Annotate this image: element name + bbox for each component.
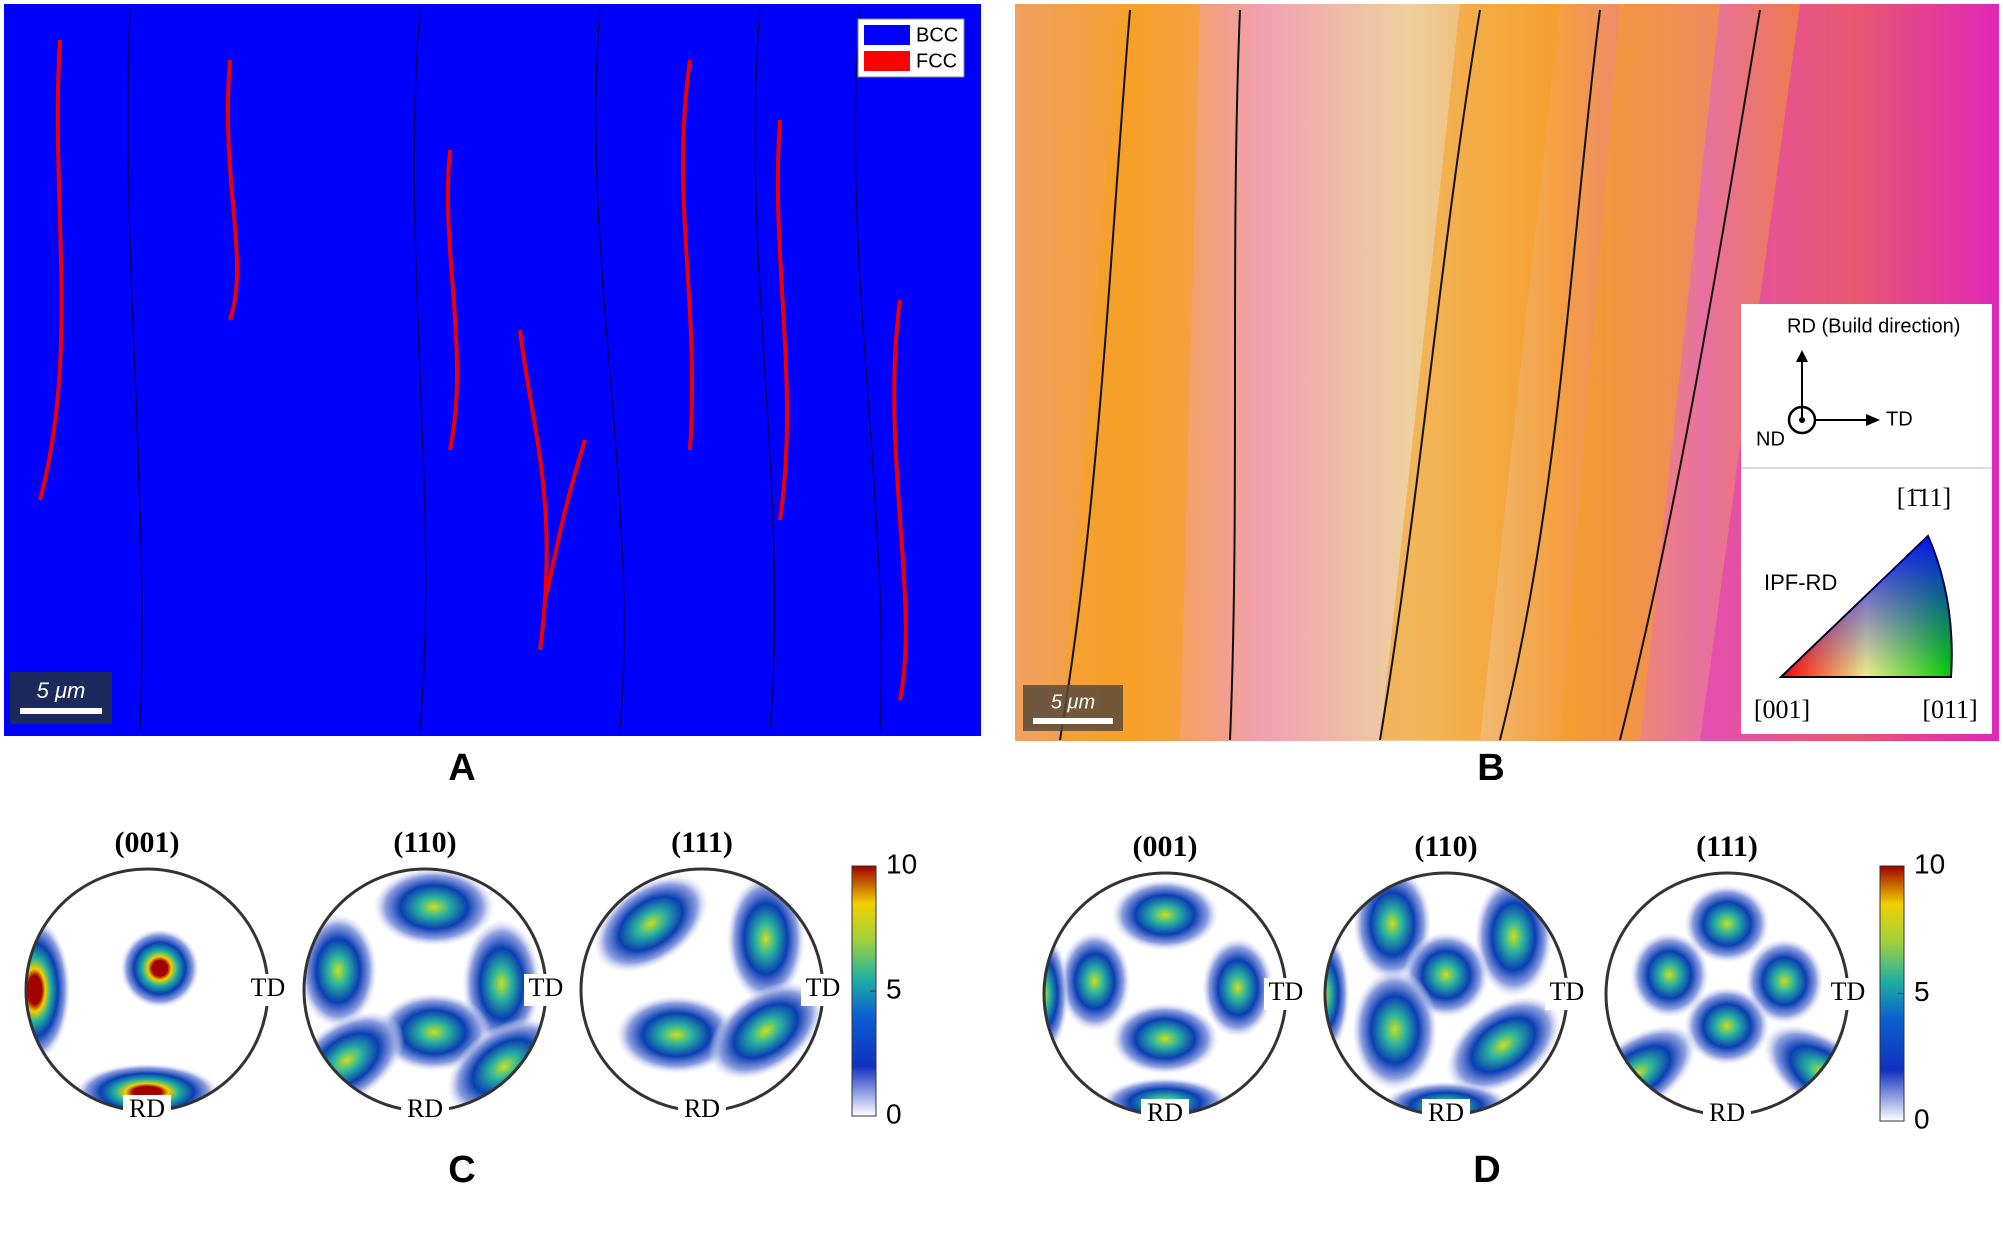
rd-label: RD <box>129 1094 165 1123</box>
scale-bar-label: 5 μm <box>37 678 86 703</box>
colorbar-tick-label: 5 <box>1914 976 1930 1007</box>
pole-title: (001) <box>115 826 180 859</box>
pole-figure: (111) TD RD <box>1604 830 1870 1131</box>
density-blob <box>1630 931 1709 1018</box>
colorbar-tick-label: 0 <box>1914 1103 1930 1134</box>
pole-density <box>1044 879 1274 1115</box>
ipf-corner: [001] <box>1754 695 1810 724</box>
pole-figure: (110) TD RD <box>1323 830 1589 1131</box>
label-bg <box>246 974 290 1006</box>
density-blob <box>120 928 200 1008</box>
label-bg <box>123 1095 171 1127</box>
scale-bar-label: 5 μm <box>1051 691 1095 713</box>
colorbar-tick-label: 0 <box>886 1098 902 1129</box>
density-blob <box>1684 986 1770 1066</box>
density-blob <box>1111 1002 1219 1075</box>
pole-figure: (110) TD RD <box>302 826 568 1127</box>
density-blob <box>615 995 738 1075</box>
pole-figure: (001) TD RD <box>24 826 290 1127</box>
label-bg <box>801 974 845 1006</box>
density-blob <box>1745 938 1824 1025</box>
pole-title: (110) <box>393 826 456 859</box>
axis-label: ND <box>1756 428 1785 450</box>
rd-label: RD <box>407 1094 443 1123</box>
density-blob <box>1684 884 1770 964</box>
td-label: TD <box>1269 977 1304 1006</box>
legend-label: BCC <box>916 24 958 46</box>
colorbar-tick-label: 10 <box>1914 848 1945 879</box>
ipf-corner: [011] <box>1922 695 1977 724</box>
axis-label: TD <box>1886 408 1913 430</box>
density-blob <box>373 869 495 947</box>
density-blob <box>1446 996 1561 1095</box>
panel-label: D <box>1473 1149 1500 1191</box>
density-blob <box>1352 968 1438 1091</box>
label-bg <box>524 974 568 1006</box>
pole-title: (110) <box>1414 830 1477 863</box>
colorbar-tick-label: 10 <box>886 848 917 879</box>
panel-label: C <box>448 1149 475 1191</box>
colorbar-tick-label: 5 <box>886 973 902 1004</box>
pole-figure: (001) TD RD <box>1042 830 1308 1131</box>
ipf-corner: [1̄11] <box>1897 483 1951 512</box>
density-blob <box>1325 933 1350 1055</box>
td-label: TD <box>251 973 286 1002</box>
rd-label: RD <box>1428 1098 1464 1127</box>
pole-title: (111) <box>671 826 733 859</box>
density-blob <box>726 874 806 1004</box>
label-bg <box>401 1095 449 1127</box>
ipf-title: IPF-RD <box>1764 570 1837 595</box>
pole-figure: (111) TD RD <box>579 826 845 1127</box>
density-blob <box>1202 937 1274 1038</box>
axis-label: RD (Build direction) <box>1787 315 1960 337</box>
rd-label: RD <box>684 1094 720 1123</box>
label-bg <box>1264 978 1308 1010</box>
pole-title: (111) <box>1696 830 1758 863</box>
label-bg <box>1422 1099 1470 1131</box>
phase-map: BCC FCC 5 μm <box>4 4 981 736</box>
pole-density <box>593 874 823 1080</box>
legend-label: FCC <box>916 50 957 72</box>
panel-label: A <box>448 747 475 789</box>
label-bg <box>678 1095 726 1127</box>
density-blob <box>26 918 71 1062</box>
density-blob <box>708 981 823 1080</box>
label-bg <box>1141 1099 1189 1131</box>
density-blob <box>304 913 378 1029</box>
density-blob <box>1111 879 1219 951</box>
density-blob <box>1044 933 1069 1055</box>
ipf-map: RD (Build direction) TD ND IPF-RD [001] … <box>1015 4 1999 741</box>
density-blob <box>1059 931 1131 1032</box>
td-label: TD <box>529 973 564 1002</box>
td-label: TD <box>806 973 841 1002</box>
td-label: TD <box>1831 977 1866 1006</box>
label-bg <box>1545 978 1589 1010</box>
label-bg <box>1703 1099 1751 1131</box>
label-bg <box>1826 978 1870 1010</box>
rd-label: RD <box>1147 1098 1183 1127</box>
rd-label: RD <box>1709 1098 1745 1127</box>
td-label: TD <box>1550 977 1585 1006</box>
pole-title: (001) <box>1133 830 1198 863</box>
panel-label: B <box>1477 747 1504 789</box>
